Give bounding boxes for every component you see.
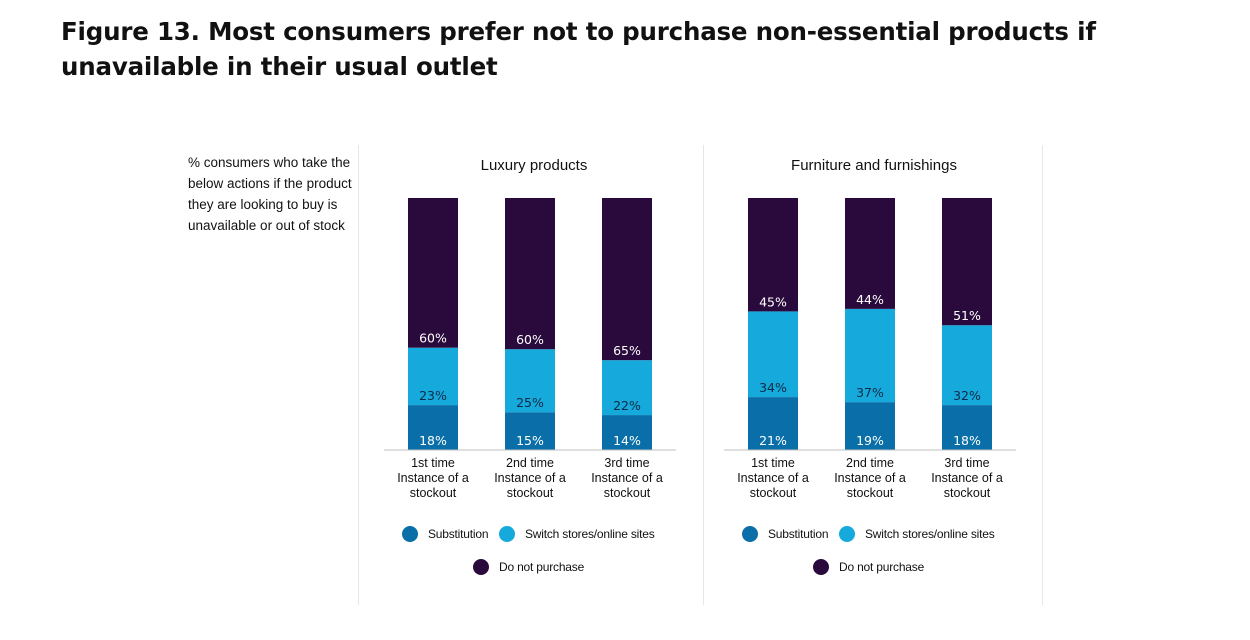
data-label: 37%: [856, 385, 884, 400]
legend-swatch-substitution: [402, 526, 418, 542]
data-label: 18%: [419, 433, 447, 448]
legend-swatch-switch: [499, 526, 515, 542]
legend-label: Switch stores/online sites: [865, 527, 995, 541]
legend-swatch-substitution: [742, 526, 758, 542]
category-label: Instance of a: [834, 471, 906, 485]
bar-segment-switch: [408, 347, 458, 406]
category-label: stockout: [604, 486, 651, 500]
data-label: 23%: [419, 388, 447, 403]
legend-item-substitution: Substitution: [402, 524, 489, 544]
data-label: 60%: [419, 331, 447, 346]
legend-label: Substitution: [428, 527, 489, 541]
chart-title: Furniture and furnishings: [791, 157, 957, 174]
chart-note: % consumers who take the below actions i…: [188, 155, 352, 233]
bar-segment-substitution: [602, 415, 652, 450]
chart-title: Luxury products: [481, 157, 588, 174]
category-label: Instance of a: [591, 471, 663, 485]
panel-divider: [703, 145, 704, 605]
category-label: stockout: [410, 486, 457, 500]
category-label: 1st time: [751, 456, 795, 470]
data-label: 34%: [759, 380, 787, 395]
bar-segment-substitution: [408, 405, 458, 450]
data-label: 65%: [613, 343, 641, 358]
category-label: 2nd time: [846, 456, 894, 470]
data-label: 44%: [856, 292, 884, 307]
legend-swatch-do-not-purchase: [473, 559, 489, 575]
bar-segment-do-not-purchase: [845, 198, 895, 309]
data-label: 21%: [759, 433, 787, 448]
category-label: stockout: [750, 486, 797, 500]
data-label: 22%: [613, 398, 641, 413]
legend-label: Switch stores/online sites: [525, 527, 655, 541]
bar-segment-do-not-purchase: [748, 198, 798, 312]
data-label: 14%: [613, 433, 641, 448]
legend-swatch-switch: [839, 526, 855, 542]
legend-label: Do not purchase: [839, 560, 925, 574]
panel-divider: [1042, 145, 1043, 605]
bar-segment-switch: [602, 360, 652, 416]
category-label: Instance of a: [397, 471, 469, 485]
legend-item-substitution: Substitution: [742, 524, 829, 544]
category-label: 3rd time: [604, 456, 649, 470]
bar-segment-do-not-purchase: [602, 198, 652, 361]
legend-label: Substitution: [768, 527, 829, 541]
legend-item-do-not-purchase: Do not purchase: [473, 557, 584, 577]
legend-swatch-do-not-purchase: [813, 559, 829, 575]
bar-segment-substitution: [845, 402, 895, 450]
bar-segment-switch: [942, 325, 992, 406]
bar-segment-do-not-purchase: [505, 198, 555, 350]
legend-label: Do not purchase: [499, 560, 585, 574]
category-label: 2nd time: [506, 456, 554, 470]
bar-segment-switch: [748, 311, 798, 398]
category-label: Instance of a: [931, 471, 1003, 485]
category-label: stockout: [507, 486, 554, 500]
panel-divider: [358, 145, 359, 605]
category-label: 1st time: [411, 456, 455, 470]
bar-segment-do-not-purchase: [942, 198, 992, 326]
legend-item-switch: Switch stores/online sites: [839, 524, 995, 544]
bar-segment-switch: [505, 349, 555, 413]
category-label: Instance of a: [737, 471, 809, 485]
legend-item-switch: Switch stores/online sites: [499, 524, 655, 544]
data-label: 15%: [516, 433, 544, 448]
category-label: stockout: [944, 486, 991, 500]
category-label: stockout: [847, 486, 894, 500]
data-label: 32%: [953, 388, 981, 403]
data-label: 25%: [516, 395, 544, 410]
data-label: 19%: [856, 433, 884, 448]
bar-segment-do-not-purchase: [408, 198, 458, 348]
category-label: Instance of a: [494, 471, 566, 485]
data-label: 45%: [759, 294, 787, 309]
bar-segment-substitution: [748, 397, 798, 450]
data-label: 51%: [953, 308, 981, 323]
data-label: 18%: [953, 433, 981, 448]
bar-segment-substitution: [505, 412, 555, 450]
data-label: 60%: [516, 332, 544, 347]
page-title: Figure 13. Most consumers prefer not to …: [61, 17, 1096, 81]
legend-item-do-not-purchase: Do not purchase: [813, 557, 924, 577]
bar-segment-substitution: [942, 405, 992, 450]
category-label: 3rd time: [944, 456, 989, 470]
bar-segment-switch: [845, 308, 895, 403]
